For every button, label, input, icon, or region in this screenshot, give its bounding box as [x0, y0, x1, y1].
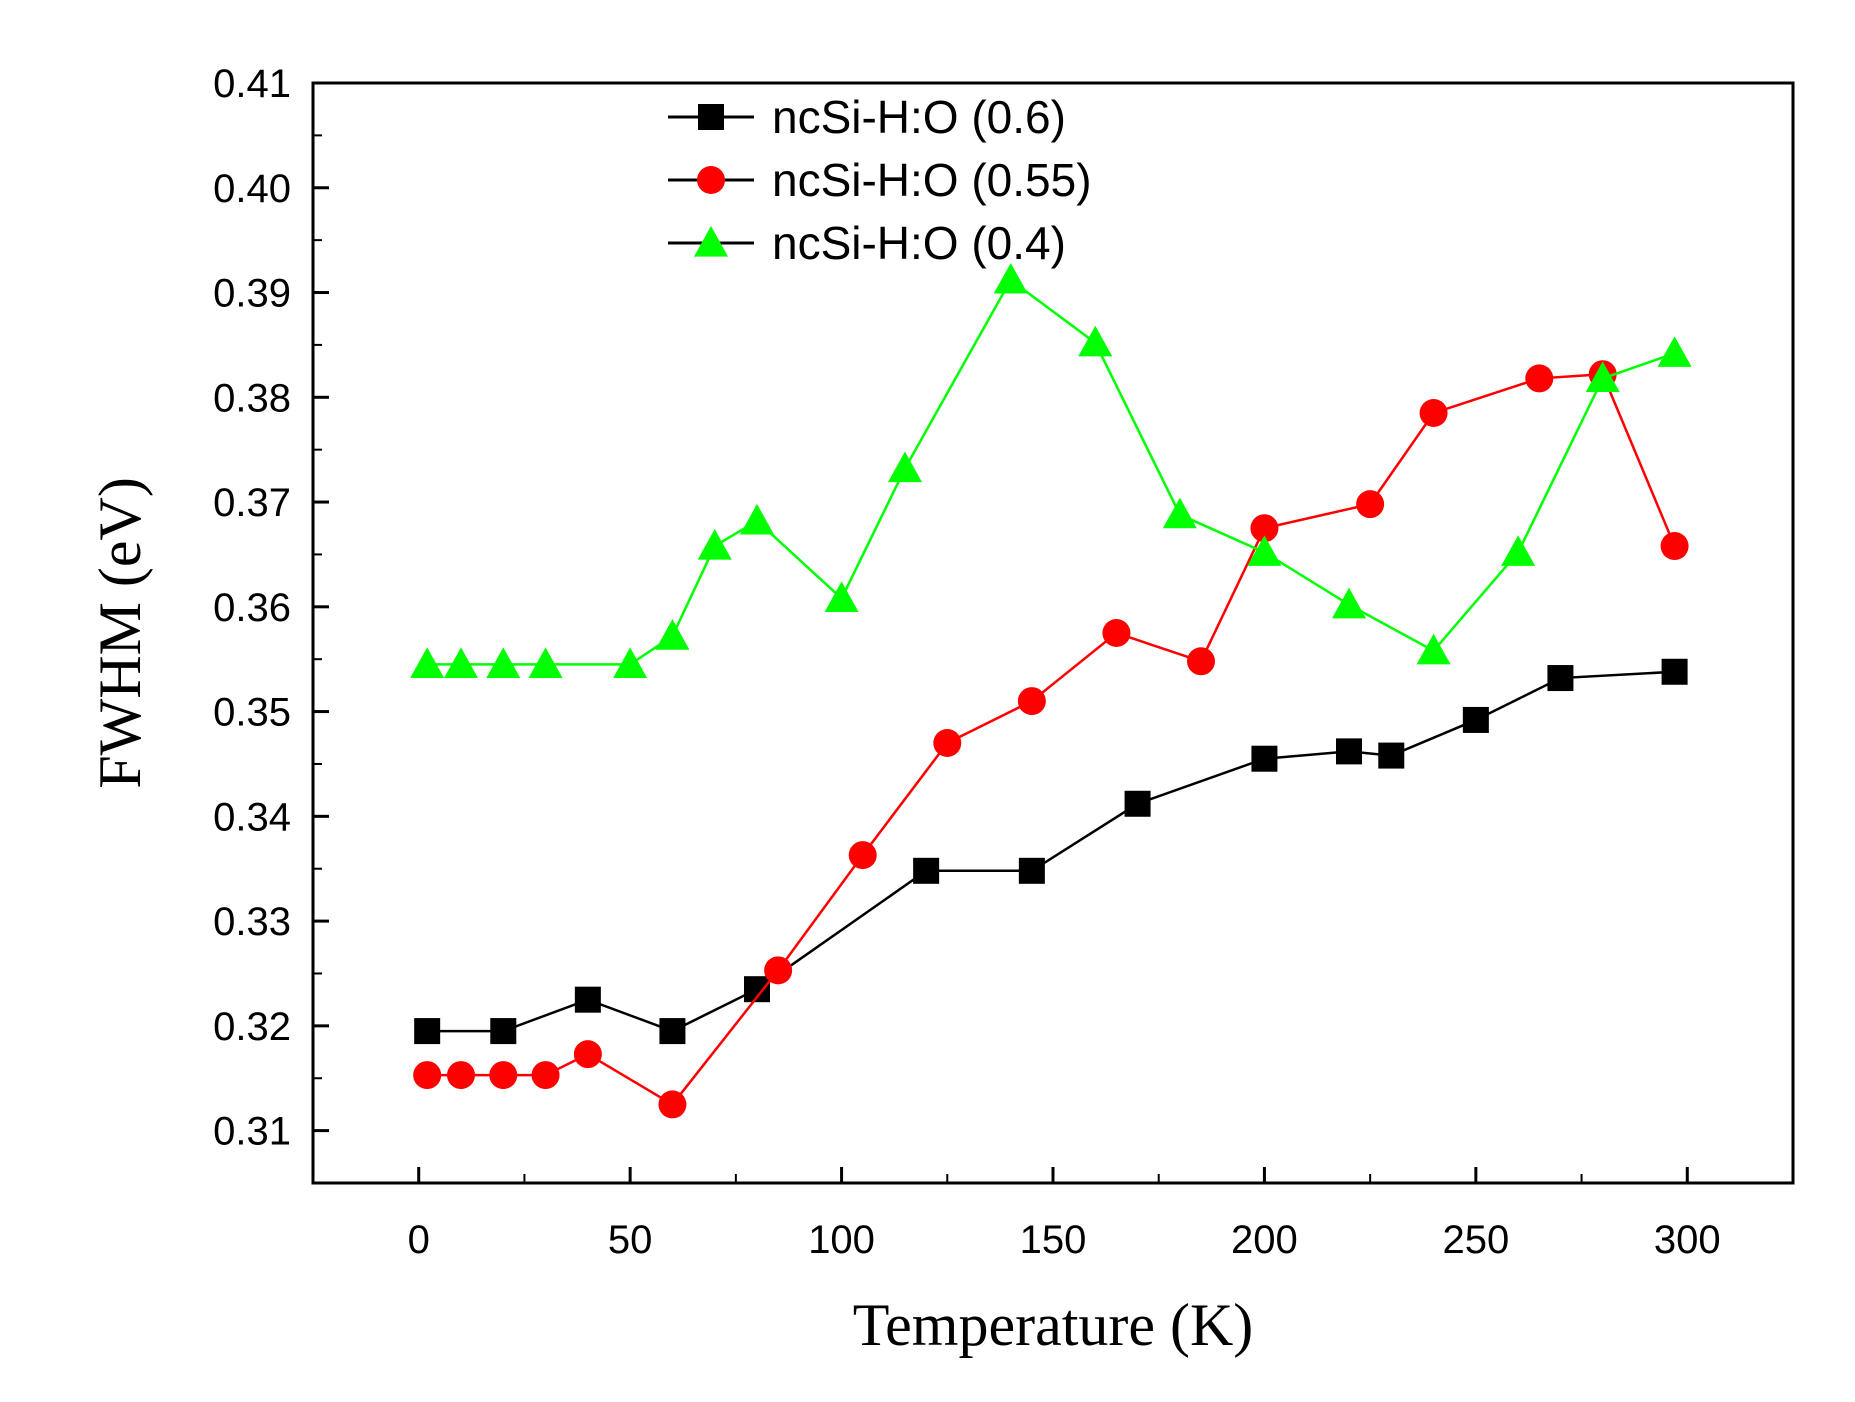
data-point [697, 529, 732, 560]
data-point [1501, 535, 1536, 566]
data-point [658, 1090, 687, 1119]
data-point [444, 647, 478, 679]
data-point [888, 451, 922, 483]
legend-entry: ncSi-H:O (0.4) [668, 217, 1066, 269]
data-point [1018, 857, 1045, 884]
data-point [486, 647, 521, 679]
legend-label: ncSi-H:O (0.55) [772, 154, 1092, 206]
data-point [528, 647, 563, 679]
data-point [1416, 633, 1451, 665]
series-line [427, 670, 1675, 1033]
data-point [1187, 647, 1215, 676]
data-point [574, 986, 601, 1013]
legend-marker [697, 166, 725, 194]
series-line [427, 278, 1676, 666]
data-point [1419, 399, 1448, 427]
series-0 [414, 658, 1688, 1045]
x-tick-label: 150 [1020, 1218, 1087, 1262]
data-point [613, 647, 648, 679]
x-tick-label: 50 [608, 1218, 653, 1262]
data-point [848, 841, 877, 870]
data-point [824, 581, 859, 613]
data-point [413, 1061, 442, 1090]
x-tick-label: 100 [808, 1218, 875, 1262]
data-point [1247, 535, 1282, 566]
data-point [740, 503, 774, 535]
data-point [1585, 361, 1620, 393]
data-point [1378, 742, 1405, 769]
y-tick-label: 0.39 [213, 272, 291, 316]
x-axis-title: Temperature (K) [853, 1292, 1254, 1358]
y-tick-label: 0.32 [213, 1005, 291, 1049]
y-tick-label: 0.38 [213, 376, 291, 420]
data-point [531, 1061, 560, 1090]
data-point [1525, 364, 1554, 393]
series-layer [410, 262, 1692, 1119]
y-axis-ticks: 0.31 0.32 0.33 0.34 0.35 0.36 0.37 0.38 0.39 0.40… [213, 62, 329, 1154]
data-point [447, 1061, 475, 1090]
data-point [1078, 325, 1113, 357]
x-tick-label: 200 [1231, 1218, 1298, 1262]
data-point [1332, 587, 1366, 619]
data-point [410, 647, 445, 679]
series-1 [413, 360, 1689, 1119]
x-tick-label: 0 [408, 1218, 430, 1262]
data-point [1336, 738, 1362, 765]
x-axis-ticks: 0 50 100 150 200 250 300 [408, 1167, 1721, 1262]
y-tick-label: 0.40 [213, 167, 291, 211]
data-point [1251, 745, 1278, 772]
legend-marker [694, 226, 728, 257]
data-point [1102, 619, 1131, 647]
data-point [993, 262, 1028, 294]
y-tick-label: 0.36 [213, 586, 291, 630]
data-point [1162, 497, 1197, 529]
data-point [933, 729, 962, 757]
y-tick-label: 0.41 [213, 62, 291, 106]
data-point [913, 857, 940, 884]
y-tick-label: 0.31 [213, 1110, 291, 1154]
data-point [573, 1040, 602, 1069]
y-tick-label: 0.37 [213, 481, 291, 525]
series-line [427, 372, 1676, 1107]
data-point [490, 1018, 517, 1045]
y-tick-label: 0.34 [213, 795, 291, 839]
data-point [489, 1061, 518, 1090]
data-point [655, 619, 690, 650]
data-point [1547, 665, 1574, 692]
data-point [1356, 490, 1385, 519]
y-tick-label: 0.33 [213, 900, 291, 944]
data-point [1462, 706, 1489, 733]
y-tick-label: 0.35 [213, 691, 291, 735]
legend-marker [698, 104, 724, 130]
data-point [1250, 514, 1279, 543]
data-point [1017, 687, 1046, 716]
legend: ncSi-H:O (0.6) ncSi-H:O (0.55) ncSi-H:O (0… [668, 91, 1092, 269]
data-point [414, 1018, 441, 1045]
y-axis-title: FWHM (eV) [87, 477, 153, 789]
x-tick-label: 250 [1442, 1218, 1509, 1262]
series-2 [410, 262, 1692, 679]
data-point [764, 956, 793, 985]
legend-label: ncSi-H:O (0.6) [772, 91, 1066, 143]
data-point [1657, 336, 1692, 367]
x-tick-label: 300 [1654, 1218, 1721, 1262]
data-point [659, 1018, 686, 1045]
legend-entry: ncSi-H:O (0.55) [668, 154, 1092, 206]
data-point [1660, 532, 1689, 561]
data-point [1124, 790, 1151, 817]
data-point [1661, 658, 1688, 685]
legend-entry: ncSi-H:O (0.6) [668, 91, 1066, 143]
legend-label: ncSi-H:O (0.4) [772, 217, 1066, 269]
